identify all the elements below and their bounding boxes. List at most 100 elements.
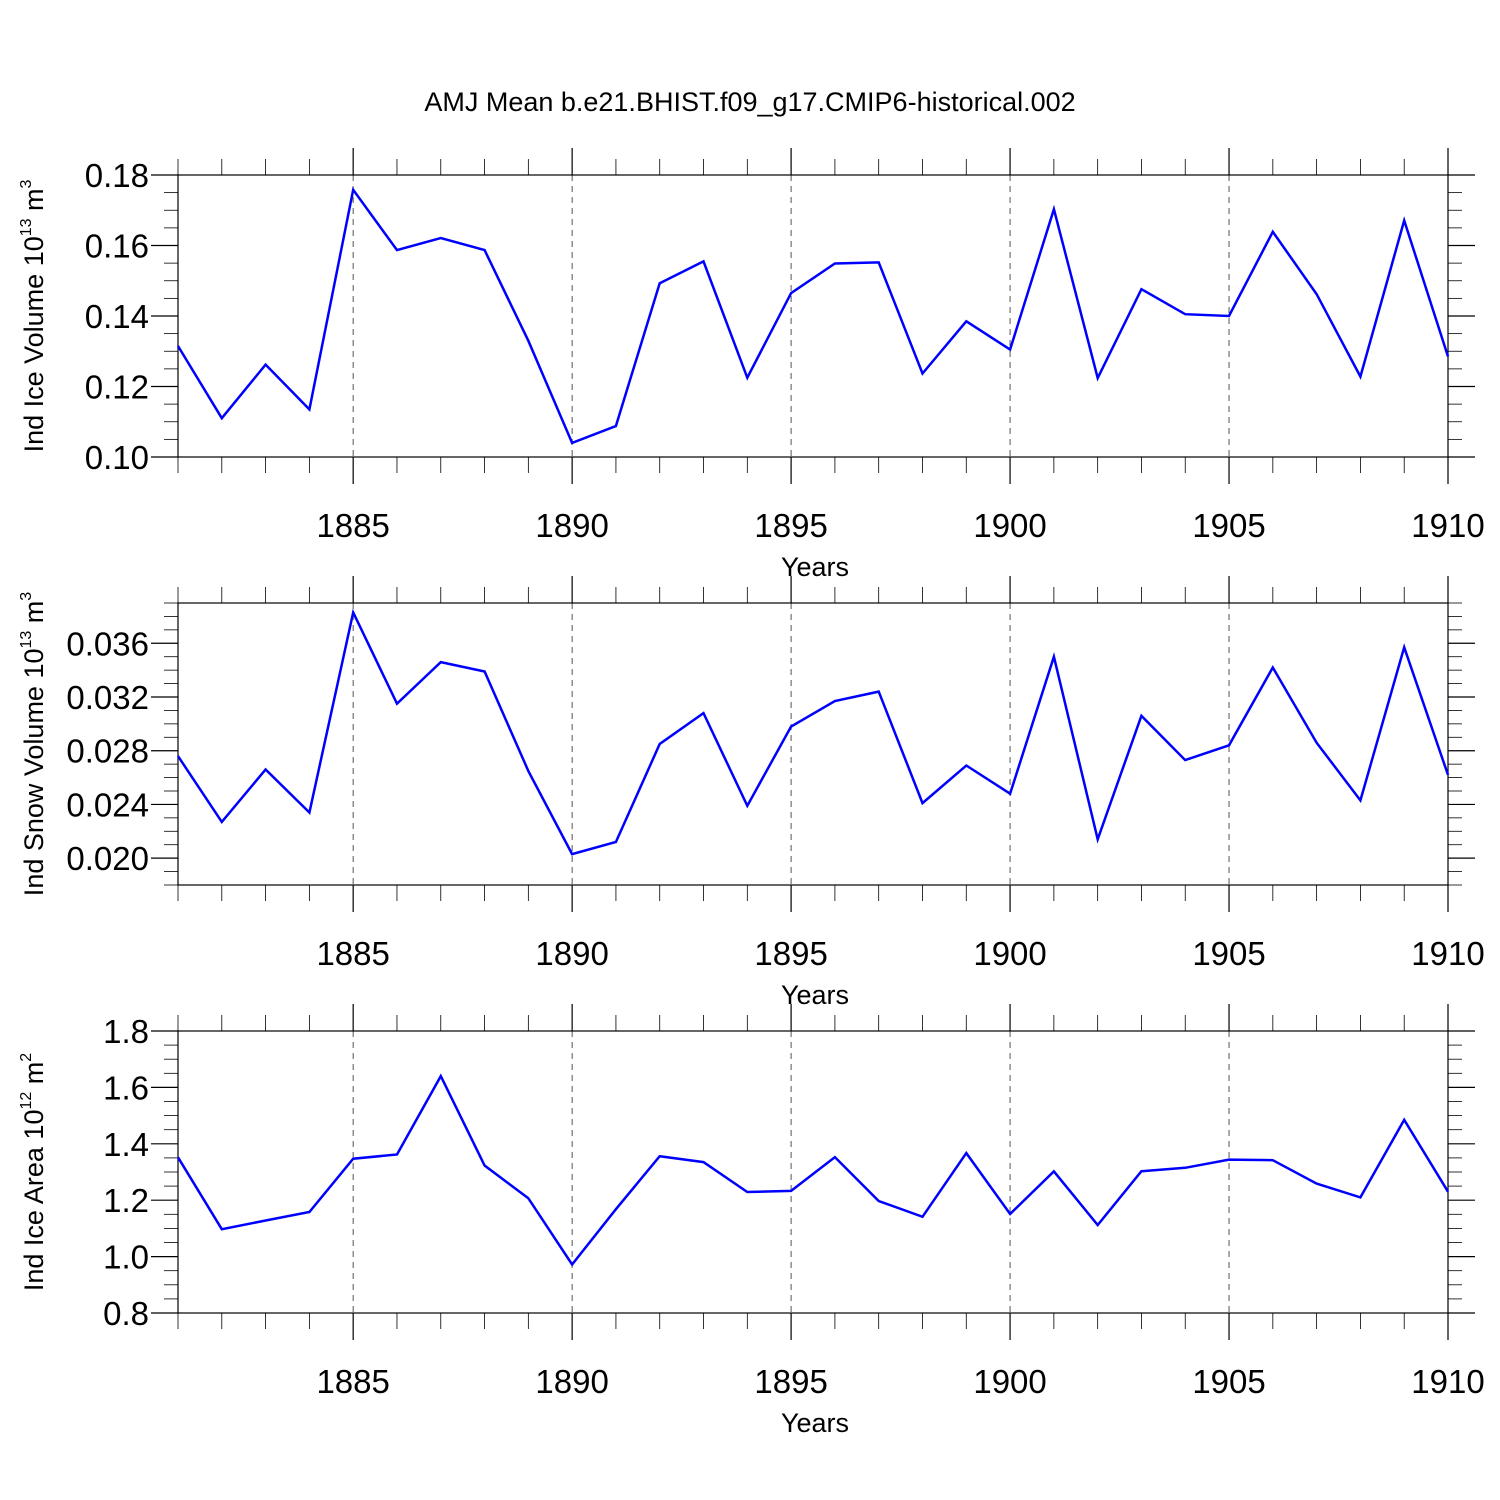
data-point — [570, 852, 574, 856]
x-axis-title: Years — [781, 1408, 849, 1438]
series-line — [176, 608, 1450, 856]
data-point — [1358, 798, 1362, 802]
data-point — [307, 1210, 311, 1214]
data-point — [1096, 376, 1100, 380]
y-tick-label: 0.020 — [66, 840, 149, 877]
data-point — [833, 261, 837, 265]
x-tick-label: 1885 — [316, 1363, 389, 1400]
data-point — [351, 188, 355, 192]
data-point — [745, 804, 749, 808]
data-point — [307, 407, 311, 411]
x-tick-label: 1910 — [1411, 507, 1484, 544]
data-point — [1402, 645, 1406, 649]
data-point — [1315, 292, 1319, 296]
data-point — [1183, 1166, 1187, 1170]
data-point — [526, 1196, 530, 1200]
data-point — [1183, 758, 1187, 762]
series-line — [176, 1073, 1450, 1267]
data-point — [964, 319, 968, 323]
x-tick-label: 1890 — [535, 935, 608, 972]
y-tick-label: 0.024 — [66, 786, 149, 823]
data-point — [658, 281, 662, 285]
data-point — [1139, 714, 1143, 718]
data-point — [658, 742, 662, 746]
data-point — [1052, 207, 1056, 211]
data-point — [789, 1189, 793, 1193]
data-point — [176, 1155, 180, 1159]
data-point — [745, 1190, 749, 1194]
data-point — [877, 690, 881, 694]
x-axis-title: Years — [781, 980, 849, 1010]
y-tick-label: 0.028 — [66, 733, 149, 770]
y-tick-label: 0.12 — [85, 369, 149, 406]
data-point — [351, 1157, 355, 1161]
x-tick-label: 1900 — [973, 507, 1046, 544]
data-point — [1096, 1223, 1100, 1227]
x-tick-label: 1885 — [316, 507, 389, 544]
data-point — [833, 1155, 837, 1159]
data-point — [1139, 1169, 1143, 1173]
y-tick-label: 1.0 — [103, 1239, 149, 1276]
data-point — [789, 725, 793, 729]
data-point — [176, 754, 180, 758]
data-point — [964, 763, 968, 767]
data-point — [1052, 655, 1056, 659]
data-point — [877, 1199, 881, 1203]
data-point — [176, 344, 180, 348]
panel-ice-volume: 0.10 0.12 0.14 0.16 0.18 1885 1890 1895 1900 1905… — [18, 148, 1485, 582]
data-point — [1446, 355, 1450, 359]
data-point — [1446, 773, 1450, 777]
data-point — [745, 376, 749, 380]
plot-frame — [177, 602, 1449, 886]
data-point — [264, 1219, 268, 1223]
data-point — [702, 259, 706, 263]
x-tick-label: 1890 — [535, 507, 608, 544]
data-point — [1402, 1118, 1406, 1122]
x-tick-label: 1885 — [316, 935, 389, 972]
data-point — [1227, 1158, 1231, 1162]
y-tick-label: 0.10 — [85, 439, 149, 476]
y-tick-label: 0.18 — [85, 157, 149, 194]
y-tick-label: 0.032 — [66, 679, 149, 716]
series-line — [176, 186, 1450, 445]
plot-frame — [177, 1030, 1449, 1314]
x-tick-label: 1895 — [754, 1363, 827, 1400]
data-point — [877, 260, 881, 264]
data-point — [920, 801, 924, 805]
y-tick-label: 0.16 — [85, 228, 149, 265]
data-point — [614, 840, 618, 844]
data-point — [1227, 743, 1231, 747]
y-tick-label: 0.8 — [103, 1295, 149, 1332]
data-point — [1183, 312, 1187, 316]
data-point — [264, 363, 268, 367]
x-tick-label: 1910 — [1411, 1363, 1484, 1400]
data-point — [220, 416, 224, 420]
data-point — [526, 339, 530, 343]
chart-title: AMJ Mean b.e21.BHIST.f09_g17.CMIP6-histo… — [424, 87, 1075, 117]
x-axis-title: Years — [781, 552, 849, 582]
data-point — [920, 371, 924, 375]
y-tick-label: 0.14 — [85, 298, 149, 335]
x-tick-label: 1910 — [1411, 935, 1484, 972]
data-point — [483, 1164, 487, 1168]
data-point — [920, 1215, 924, 1219]
panel-ice-area: 0.8 1.0 1.2 1.4 1.6 1.8 1885 1890 1895 1900 1905 19… — [18, 1004, 1485, 1438]
data-point — [264, 768, 268, 772]
x-tick-label: 1895 — [754, 507, 827, 544]
data-point — [570, 1262, 574, 1266]
panels: 0.10 0.12 0.14 0.16 0.18 1885 1890 1895 1900 1905… — [18, 148, 1485, 1438]
y-axis-title: Ind Ice Volume 1013 m3 — [18, 179, 49, 452]
data-point — [702, 1160, 706, 1164]
x-tick-label: 1905 — [1192, 935, 1265, 972]
y-tick-label: 1.6 — [103, 1069, 149, 1106]
data-point — [1358, 375, 1362, 379]
y-axis-title: Ind Snow Volume 1013 m3 — [18, 592, 49, 896]
data-point — [395, 1153, 399, 1157]
plot-frame — [177, 174, 1449, 458]
x-tick-label: 1900 — [973, 1363, 1046, 1400]
data-point — [789, 291, 793, 295]
data-point — [614, 424, 618, 428]
y-tick-label: 1.2 — [103, 1182, 149, 1219]
data-point — [1008, 1212, 1012, 1216]
